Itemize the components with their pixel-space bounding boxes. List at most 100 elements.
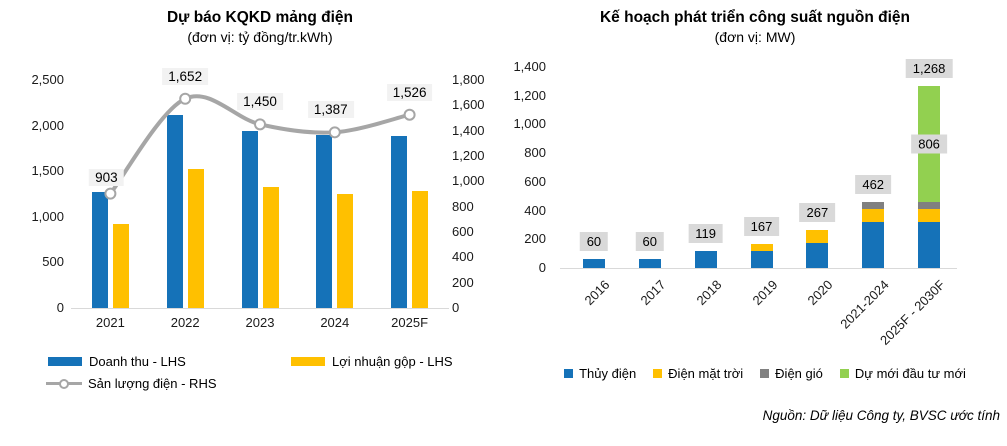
y-axis-tick-label: 0: [538, 260, 546, 275]
left-chart-plot-area: 0 500 1,000 1,500 2,000 2,500 0 200 400 600 800 1,0…: [0, 0, 500, 446]
line-data-label: 1,387: [307, 101, 354, 119]
bar-2021-doanh-thu: [91, 192, 108, 308]
right-axis-tick-label: 1,200: [452, 148, 485, 163]
bar-total-label: 1,268: [905, 58, 953, 78]
legend-label: Thủy điện: [579, 366, 637, 381]
doanh-thu-swatch-icon: [48, 357, 82, 366]
bar-2024-doanh-thu: [316, 135, 333, 308]
right-axis-tick-label: 1,600: [452, 97, 485, 113]
x-category-label: 2025F: [391, 315, 429, 330]
right-axis-tick-label: 1,400: [452, 122, 485, 138]
stack-segment-thủy-điện: [638, 259, 661, 268]
line-point-marker: [254, 118, 266, 131]
right-chart-title: Kế hoạch phát triển công suất nguồn điện: [599, 9, 910, 26]
legend-label: Dự mới đầu tư mới: [854, 366, 966, 381]
legend-label: Doanh thu - LHS: [89, 354, 186, 369]
dien-gio-swatch-icon: [760, 369, 770, 378]
x-category-label: 2024: [320, 315, 350, 330]
dien-mat-troi-swatch-icon: [653, 369, 663, 378]
legend-label: Lợi nhuận gộp - LHS: [332, 354, 453, 369]
stack-segment-điện-mặt-trời: [862, 208, 885, 223]
x-category-label: 2018: [693, 277, 725, 309]
x-axis-line: [560, 268, 957, 269]
stack-segment-thủy-điện: [806, 242, 829, 268]
stack-segment-thủy-điện: [694, 250, 717, 268]
right-axis-tick-label: 1,000: [452, 173, 485, 189]
left-axis-tick-label: 1,500: [31, 163, 64, 179]
bar-2023-loi-nhuan: [262, 186, 279, 308]
bar-2021-loi-nhuan: [112, 224, 129, 308]
bar-2022-doanh-thu: [166, 115, 183, 308]
x-category-label: 2016: [581, 277, 613, 309]
bar-2023-doanh-thu: [241, 131, 258, 308]
thuy-dien-swatch-icon: [564, 369, 574, 378]
stack-segment-điện-mặt-trời: [806, 229, 829, 243]
line-point-marker: [179, 92, 192, 105]
left-axis-tick-label: 500: [42, 254, 64, 270]
legend-item-du-an-moi: Dự mới đầu tư mới: [839, 366, 966, 381]
bar-total-label: 267: [799, 202, 836, 222]
right-axis-tick-label: 0: [452, 300, 460, 315]
left-axis-tick-label: 2,500: [31, 72, 64, 87]
bar-total-label: 462: [855, 174, 892, 194]
line-data-label: 903: [89, 168, 124, 186]
line-point-marker: [403, 108, 416, 121]
line-marker-icon: [46, 378, 82, 389]
line-data-label: 1,450: [237, 93, 283, 111]
right-axis-tick-label: 200: [452, 274, 474, 290]
legend-item-dien-gio: Điện gió: [760, 366, 823, 381]
x-category-label: 2022: [170, 315, 200, 330]
legend-label: Sản lượng điện - RHS: [88, 376, 217, 391]
legend-item-dien-mat-troi: Điện mặt trời: [653, 366, 743, 381]
bar-2025F-doanh-thu: [391, 135, 408, 308]
stack-segment-thủy-điện: [750, 250, 773, 268]
line-glyph-circle: [59, 379, 69, 389]
y-axis-tick-label: 600: [524, 173, 546, 189]
source-note: Nguồn: Dữ liệu Công ty, BVSC ước tính: [762, 408, 1000, 423]
right-chart-subtitle: (đơn vị: MW): [714, 29, 796, 45]
line-data-label: 1,652: [162, 67, 209, 85]
y-axis-tick-label: 1,000: [513, 116, 546, 132]
x-category-label: 2021-2024: [837, 277, 892, 332]
segment-data-label: 806: [911, 134, 947, 154]
legend-item-loi-nhuan-gop: Lợi nhuận gộp - LHS: [291, 354, 453, 369]
legend-item-thuy-dien: Thủy điện: [564, 366, 636, 381]
left-chart-subtitle: (đơn vị: tỷ đồng/tr.kWh): [187, 29, 333, 45]
legend-item-doanh-thu: Doanh thu - LHS: [48, 354, 186, 369]
x-category-label: 2023: [245, 315, 275, 330]
x-category-label: 2017: [637, 277, 669, 309]
revenue-forecast-chart: Dự báo KQKD mảng điện (đơn vị: tỷ đồng/t…: [0, 0, 500, 446]
stack-segment-điện-gió: [918, 201, 941, 209]
legend-label: Điện mặt trời: [668, 366, 744, 381]
legend-item-san-luong-dien: Sản lượng điện - RHS: [46, 376, 217, 391]
right-axis-tick-label: 600: [452, 224, 474, 239]
x-category-label: 2020: [804, 277, 836, 309]
stack-segment-điện-gió: [862, 201, 885, 209]
stack-segment-thủy-điện: [918, 222, 941, 268]
right-axis-tick-label: 400: [452, 249, 474, 265]
line-data-label: 1,526: [386, 83, 433, 101]
bar-2025F-loi-nhuan: [412, 191, 429, 308]
right-axis-tick-label: 800: [452, 198, 474, 214]
right-chart-legend: Thủy điện Điện mặt trời Điện gió Dự mới …: [530, 366, 1000, 381]
du-an-moi-swatch-icon: [839, 369, 849, 378]
x-axis-line: [71, 308, 449, 309]
bar-2024-loi-nhuan: [337, 193, 354, 308]
left-axis-tick-label: 1,000: [31, 208, 64, 224]
bar-total-label: 167: [743, 217, 780, 237]
y-axis-tick-label: 200: [524, 231, 546, 247]
legend-label: Điện gió: [775, 366, 823, 381]
right-chart-plot-area: 0 200 400 600 800 1,000 1,200 1,400 60 60 119 167 26…: [500, 0, 1007, 446]
stack-segment-thủy-điện: [582, 259, 605, 268]
capacity-plan-chart: Kế hoạch phát triển công suất nguồn điện…: [500, 0, 1007, 446]
loi-nhuan-gop-swatch-icon: [291, 357, 325, 366]
y-axis-tick-label: 1,200: [513, 87, 546, 103]
stack-segment-thủy-điện: [862, 222, 885, 268]
y-axis-tick-label: 800: [524, 145, 546, 161]
left-chart-title: Dự báo KQKD mảng điện: [166, 9, 354, 26]
left-axis-tick-label: 0: [56, 300, 64, 315]
bar-total-label: 60: [635, 232, 665, 252]
y-axis-tick-label: 1,400: [513, 59, 546, 74]
stack-segment-điện-mặt-trời: [750, 244, 773, 251]
